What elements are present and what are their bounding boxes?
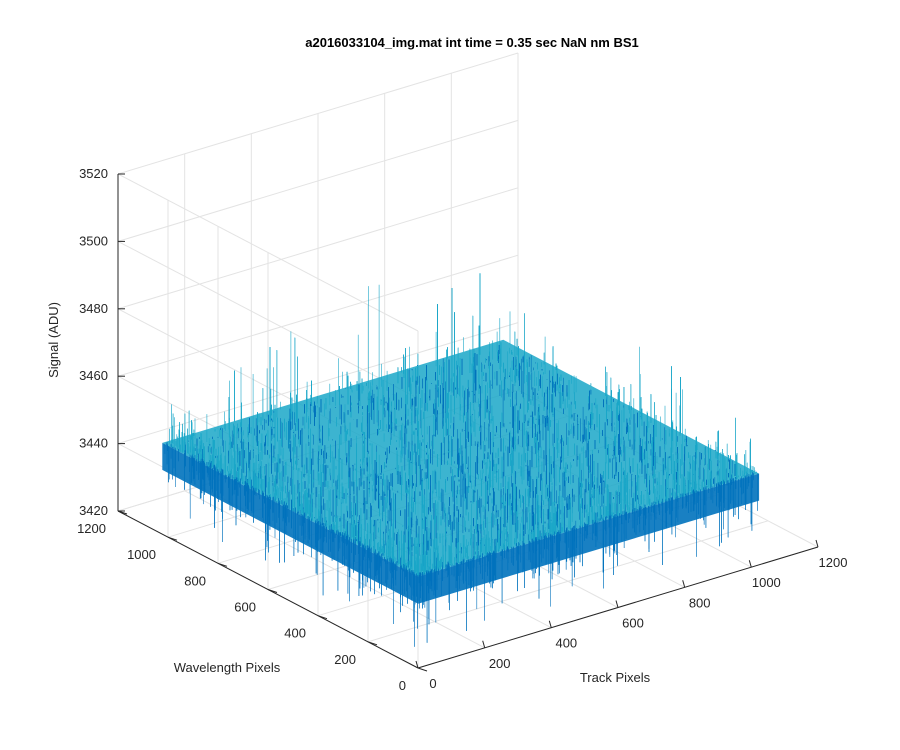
wall-grid-line: [117, 187, 519, 310]
surface-front-left-side: [162, 442, 419, 604]
surface-front-right-side: [418, 473, 760, 604]
wall-grid-line: [117, 119, 519, 242]
surface: [162, 273, 760, 647]
wall-grid-line: [117, 254, 519, 377]
wall-grid-line: [117, 52, 519, 175]
floor-grid-line: [367, 520, 769, 643]
